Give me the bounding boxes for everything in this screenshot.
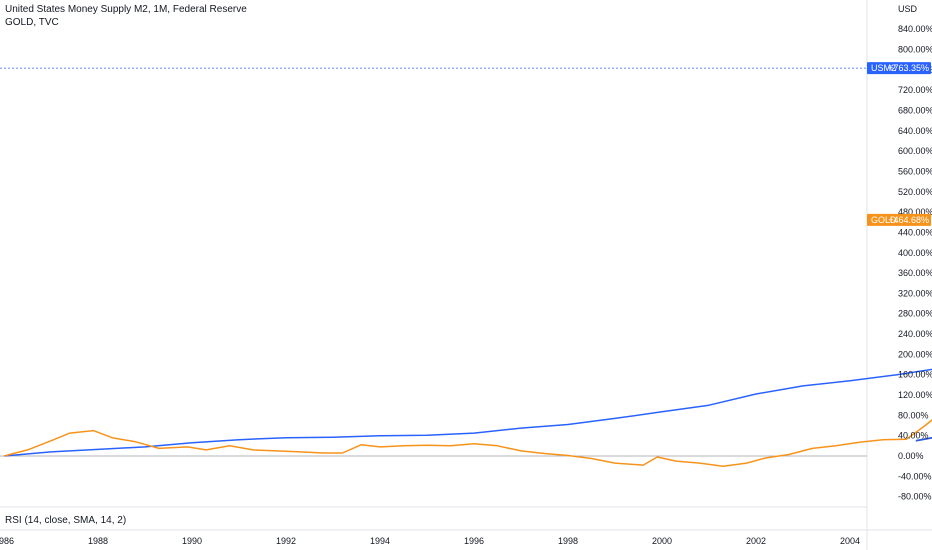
y-tick-label: 520.00% xyxy=(898,187,932,197)
badge-value: +464.68% xyxy=(888,215,929,225)
y-tick-label: 800.00% xyxy=(898,45,932,55)
rsi-indicator-label[interactable]: RSI (14, close, SMA, 14, 2) xyxy=(5,515,127,526)
chart-title: United States Money Supply M2, 1M, Feder… xyxy=(5,4,247,15)
y-tick-label: 280.00% xyxy=(898,309,932,319)
x-tick-label: 2004 xyxy=(840,536,860,546)
y-tick-label: 120.00% xyxy=(898,390,932,400)
y-tick-label: -40.00% xyxy=(898,471,932,481)
y-tick-label: 40.00% xyxy=(898,431,929,441)
price-badge-usm2: USM2+763.35% xyxy=(867,62,931,75)
y-tick-label: 240.00% xyxy=(898,329,932,339)
badge-background xyxy=(867,62,931,75)
x-tick-label: 1986 xyxy=(0,536,14,546)
y-tick-label: 0.00% xyxy=(898,451,924,461)
x-tick-label: 1992 xyxy=(276,536,296,546)
badge-value: +763.35% xyxy=(888,63,929,73)
x-tick-label: 1998 xyxy=(558,536,578,546)
y-tick-label: 360.00% xyxy=(898,268,932,278)
x-tick-label: 1990 xyxy=(182,536,202,546)
y-tick-label: 840.00% xyxy=(898,24,932,34)
series-line-usm2[interactable] xyxy=(3,54,932,457)
y-tick-label: 440.00% xyxy=(898,227,932,237)
x-tick-label: 1994 xyxy=(370,536,390,546)
series-line-gold[interactable] xyxy=(3,197,932,467)
price-badge-gold: GOLD+464.68% xyxy=(867,213,931,226)
y-tick-label: 600.00% xyxy=(898,146,932,156)
y-tick-label: 80.00% xyxy=(898,410,929,420)
badge-series-name: USM2 xyxy=(871,63,896,73)
y-tick-label: 400.00% xyxy=(898,248,932,258)
y-tick-label: 160.00% xyxy=(898,370,932,380)
x-tick-label: 2002 xyxy=(746,536,766,546)
y-tick-label: 720.00% xyxy=(898,85,932,95)
y-axis-title: USD xyxy=(898,4,918,14)
y-tick-label: 200.00% xyxy=(898,349,932,359)
x-tick-label: 2000 xyxy=(652,536,672,546)
chart-subtitle: GOLD, TVC xyxy=(5,17,59,28)
x-tick-label: 1988 xyxy=(88,536,108,546)
badge-series-name: GOLD xyxy=(871,215,897,225)
badge-background xyxy=(867,213,931,226)
y-tick-label: 320.00% xyxy=(898,288,932,298)
y-tick-label: -80.00% xyxy=(898,492,932,502)
y-tick-label: 680.00% xyxy=(898,106,932,116)
y-tick-label: 560.00% xyxy=(898,167,932,177)
y-tick-label: 480.00% xyxy=(898,207,932,217)
y-tick-label: 640.00% xyxy=(898,126,932,136)
x-tick-label: 1996 xyxy=(464,536,484,546)
